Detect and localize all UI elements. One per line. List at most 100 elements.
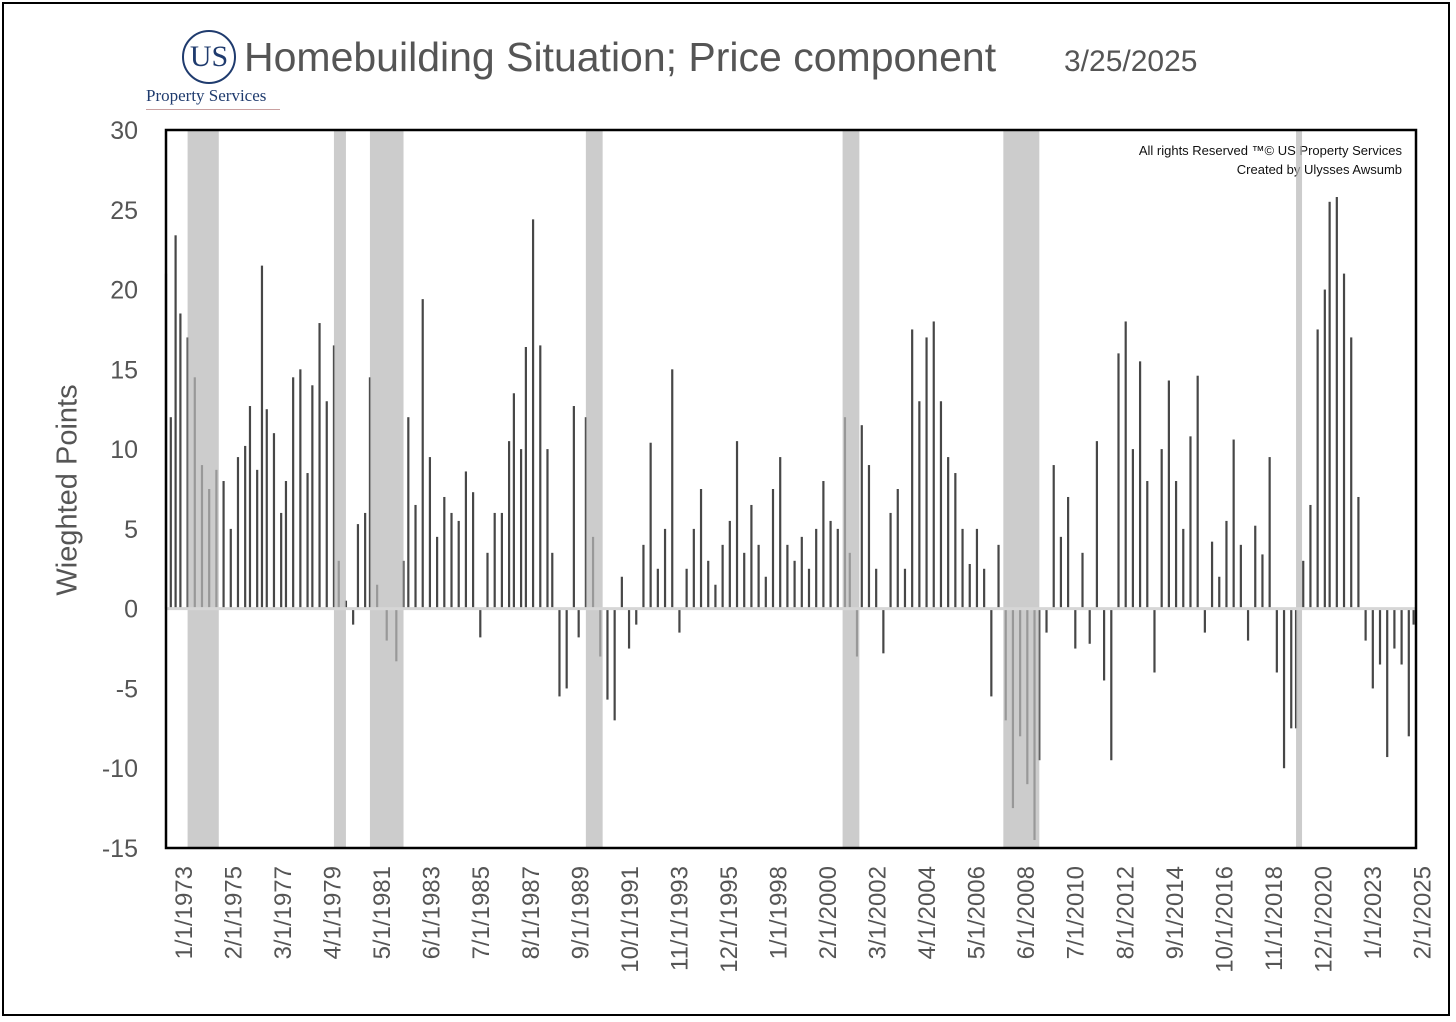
y-tick-label: 10 — [110, 436, 138, 464]
data-bar — [606, 608, 609, 700]
recession-band — [1003, 130, 1040, 848]
x-tick-label: 12/1/1995 — [716, 866, 743, 973]
y-tick-label: -10 — [102, 755, 138, 783]
data-bar — [306, 473, 309, 609]
data-bar — [627, 608, 631, 649]
data-bar — [961, 528, 964, 609]
data-bar — [699, 489, 703, 609]
data-bar — [932, 321, 935, 609]
recession-band — [585, 130, 603, 848]
data-bar — [1189, 436, 1192, 609]
data-bar — [1124, 321, 1127, 609]
data-bar — [1146, 481, 1149, 609]
data-bar — [997, 544, 1000, 609]
y-tick-label: 15 — [110, 356, 138, 384]
data-bar — [1160, 449, 1163, 609]
data-bar — [421, 299, 424, 609]
data-bar — [325, 401, 328, 609]
data-bar — [1261, 554, 1264, 609]
x-tick-label: 2/1/1975 — [221, 866, 248, 959]
y-tick-label: 5 — [124, 516, 138, 544]
data-bar — [352, 608, 355, 625]
data-bar — [512, 393, 515, 609]
data-bar — [642, 544, 645, 609]
data-bar — [1218, 576, 1221, 609]
x-tick-label: 10/1/1991 — [617, 866, 644, 973]
data-bar — [1074, 608, 1077, 649]
data-bar — [1357, 496, 1360, 609]
data-bar — [1232, 439, 1235, 609]
data-bar — [815, 528, 818, 609]
data-bar — [493, 512, 496, 609]
data-bar — [280, 512, 283, 609]
data-bar — [1138, 361, 1142, 609]
data-bar — [364, 512, 367, 609]
x-tick-label: 11/1/1993 — [666, 866, 693, 971]
data-bar — [414, 504, 417, 609]
data-bar — [939, 401, 943, 609]
data-bar — [236, 457, 240, 609]
data-bar — [450, 512, 453, 609]
data-bar — [728, 520, 731, 609]
copyright-notice: All rights Reserved ™© US Property Servi… — [1138, 143, 1402, 158]
data-bar — [1254, 525, 1257, 609]
data-bar — [507, 441, 511, 609]
recession-band — [369, 130, 404, 848]
recession-band — [1296, 130, 1303, 848]
data-bar — [656, 568, 659, 609]
data-bar — [558, 608, 561, 697]
data-bar — [793, 560, 796, 609]
data-bar — [1412, 608, 1415, 625]
data-bar — [1239, 544, 1242, 609]
y-tick-label: -15 — [102, 835, 138, 863]
data-bar — [829, 520, 832, 609]
data-bar — [174, 235, 177, 609]
data-bar — [311, 385, 314, 609]
x-tick-label: 7/1/2010 — [1063, 866, 1090, 959]
data-bar — [1246, 608, 1250, 641]
x-tick-label: 3/1/1977 — [270, 866, 297, 959]
data-bar — [1131, 449, 1134, 609]
data-bar — [836, 528, 839, 609]
y-tick-label: 20 — [110, 277, 138, 305]
data-bar — [867, 465, 871, 609]
data-bar — [1182, 528, 1185, 609]
data-bar — [800, 536, 803, 609]
data-bar — [1110, 608, 1113, 761]
y-tick-label: -5 — [116, 675, 138, 703]
data-bar — [911, 329, 914, 609]
data-bar — [244, 445, 247, 609]
data-bar — [1102, 608, 1106, 681]
data-bar — [577, 608, 580, 638]
data-bar — [875, 568, 878, 609]
data-bar — [692, 528, 695, 609]
data-bar — [1323, 289, 1326, 609]
x-tick-label: 6/1/2008 — [1013, 866, 1040, 959]
data-bar — [436, 536, 439, 609]
data-bar — [1081, 552, 1084, 609]
data-bar — [1059, 536, 1063, 609]
data-bar — [1268, 457, 1271, 609]
data-bar — [764, 576, 767, 609]
data-bar — [1371, 608, 1374, 689]
data-bar — [428, 457, 432, 609]
data-bar — [671, 369, 674, 609]
data-bar — [779, 457, 782, 609]
data-bar — [284, 481, 288, 609]
data-bar — [1407, 608, 1410, 737]
x-tick-label: 10/1/2016 — [1211, 866, 1238, 973]
data-bar — [356, 524, 360, 609]
data-bar — [807, 568, 811, 609]
data-bar — [265, 409, 268, 609]
data-bar — [714, 584, 717, 609]
data-bar — [222, 481, 225, 609]
x-tick-label: 4/1/1979 — [320, 866, 347, 959]
recession-band — [187, 130, 219, 848]
data-bar — [272, 433, 276, 609]
logo-mark: US — [182, 30, 236, 84]
x-tick-label: 6/1/1983 — [419, 866, 446, 959]
x-tick-label: 1/1/1998 — [765, 866, 792, 959]
data-bar — [786, 544, 789, 609]
chart-title: Homebuilding Situation; Price component — [244, 34, 997, 80]
data-bar — [678, 608, 681, 633]
